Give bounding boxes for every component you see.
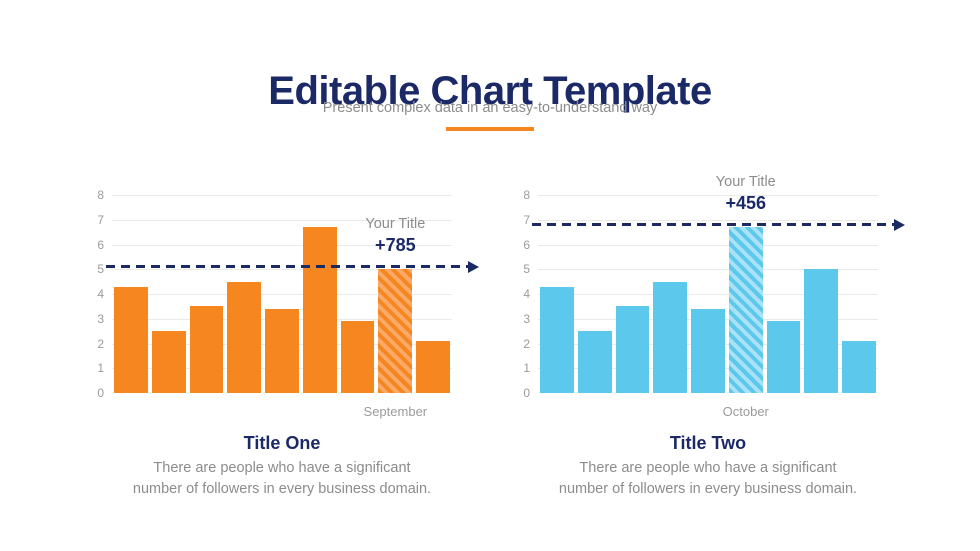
y-tick-label: 4 xyxy=(97,287,104,301)
y-tick-label: 7 xyxy=(97,212,104,227)
description-line-2: number of followers in every business do… xyxy=(132,481,432,498)
description-line-1: There are people who have a significant xyxy=(579,460,837,476)
bar[interactable] xyxy=(615,306,650,393)
bar[interactable] xyxy=(653,281,688,393)
y-tick-label: 8 xyxy=(523,188,530,202)
chart-description: There are people who have a significant … xyxy=(523,458,893,500)
chart-annotation: Your Title +456 xyxy=(716,174,776,214)
plot-wrapper: 0 1 2 3 4 5 6 7 8 Your Title +785 September xyxy=(97,188,479,419)
bar-highlighted[interactable] xyxy=(378,269,413,393)
gridline xyxy=(538,294,878,295)
chart-card-october: 0 1 2 3 4 5 6 7 8 Your Title +456 October Title … xyxy=(510,174,910,497)
bar-chart-september[interactable]: Your Title +785 September xyxy=(106,195,479,419)
bar[interactable] xyxy=(766,321,801,393)
annotation-label: Your Title xyxy=(365,215,426,232)
page-title: Editable Chart Template xyxy=(268,68,712,113)
bar[interactable] xyxy=(189,306,224,393)
chart-title: Title Two xyxy=(669,433,747,453)
plot-wrapper: 0 1 2 3 4 5 6 7 8 Your Title +456 October xyxy=(523,174,905,419)
x-axis-label: October xyxy=(722,404,769,419)
gridline xyxy=(538,219,878,221)
y-tick-label: 5 xyxy=(523,262,530,277)
y-axis: 0 1 2 3 4 5 6 7 8 xyxy=(84,188,104,400)
accent-divider xyxy=(446,127,534,131)
annotation-label: Your Title xyxy=(715,173,776,190)
gridline xyxy=(112,269,452,271)
bar[interactable] xyxy=(691,308,725,393)
arrow-head-icon xyxy=(894,218,905,231)
y-tick-label: 6 xyxy=(97,237,104,252)
bar[interactable] xyxy=(804,269,839,393)
y-tick-label: 0 xyxy=(523,386,530,400)
y-tick-label: 0 xyxy=(97,386,104,400)
gridline xyxy=(112,294,452,295)
bar[interactable] xyxy=(151,331,186,393)
y-tick-label: 8 xyxy=(97,188,104,202)
description-line-2: number of followers in every business do… xyxy=(558,481,858,498)
y-tick-label: 2 xyxy=(97,336,104,351)
gridline xyxy=(112,195,452,196)
reference-arrow-line[interactable] xyxy=(532,218,905,231)
chart-card-september: 0 1 2 3 4 5 6 7 8 Your Title +785 September Titl… xyxy=(84,188,484,497)
x-axis-label: September xyxy=(363,404,428,419)
bar[interactable] xyxy=(842,341,876,393)
description-line-1: There are people who have a significant xyxy=(153,460,411,476)
gridline xyxy=(538,269,878,271)
bar[interactable] xyxy=(416,341,450,393)
annotation-value: +456 xyxy=(725,192,767,213)
gridline xyxy=(112,244,452,246)
bar[interactable] xyxy=(340,321,375,393)
reference-arrow-line[interactable] xyxy=(106,260,479,273)
y-tick-label: 1 xyxy=(523,361,530,376)
annotation-value: +785 xyxy=(375,234,416,255)
y-tick-label: 4 xyxy=(523,287,530,301)
y-axis: 0 1 2 3 4 5 6 7 8 xyxy=(510,188,530,400)
page-subtitle: Present complex data in an easy-to-under… xyxy=(322,100,658,116)
bar[interactable] xyxy=(577,331,612,393)
gridline xyxy=(112,219,452,221)
gridline xyxy=(538,244,878,246)
y-tick-label: 2 xyxy=(523,336,530,351)
arrow-head-icon xyxy=(468,260,479,273)
y-tick-label: 6 xyxy=(523,237,530,252)
bar[interactable] xyxy=(540,286,574,393)
bar[interactable] xyxy=(302,227,337,393)
bar-chart-october[interactable]: Your Title +456 October xyxy=(532,174,905,419)
chart-title: Title One xyxy=(243,433,321,453)
y-tick-label: 3 xyxy=(97,311,104,326)
y-tick-label: 1 xyxy=(97,361,104,376)
chart-description: There are people who have a significant … xyxy=(97,458,467,500)
bar[interactable] xyxy=(227,281,262,393)
chart-annotation: Your Title +785 xyxy=(365,216,425,256)
bar[interactable] xyxy=(114,286,148,393)
bar[interactable] xyxy=(265,308,299,393)
gridline xyxy=(538,195,878,196)
y-tick-label: 7 xyxy=(523,212,530,227)
bar-highlighted[interactable] xyxy=(728,227,763,393)
y-tick-label: 5 xyxy=(97,262,104,277)
y-tick-label: 3 xyxy=(523,311,530,326)
